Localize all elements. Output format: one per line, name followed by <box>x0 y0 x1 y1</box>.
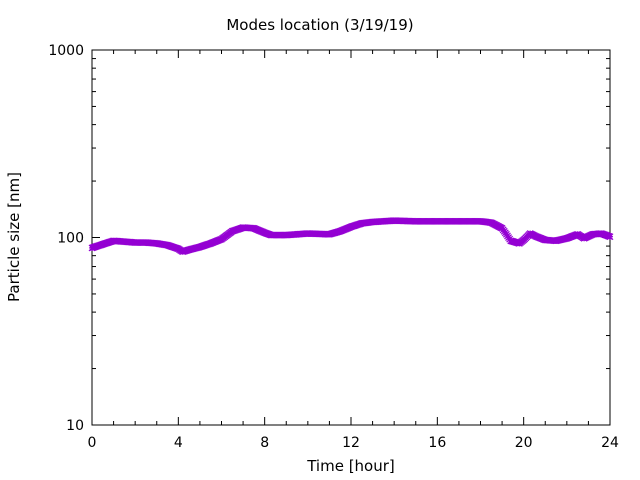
data-series <box>88 217 614 256</box>
x-tick-label: 4 <box>174 435 183 451</box>
x-tick-label: 8 <box>260 435 269 451</box>
axes: 0 4 8 12 16 20 24 10 100 1000 <box>48 43 619 451</box>
y-tick-label: 1000 <box>48 43 84 59</box>
x-tick-label: 12 <box>342 435 360 451</box>
chart-title: Modes location (3/19/19) <box>226 16 414 34</box>
data-point-d2 <box>606 233 614 241</box>
data-point <box>606 233 614 241</box>
y-tick-label: 10 <box>66 418 84 434</box>
x-axis-label: Time [hour] <box>307 457 395 475</box>
x-tick-label: 20 <box>515 435 533 451</box>
y-tick-label: 100 <box>57 231 84 247</box>
x-tick-label: 24 <box>601 435 619 451</box>
x-tick-label: 16 <box>428 435 446 451</box>
x-tick-label: 0 <box>88 435 97 451</box>
